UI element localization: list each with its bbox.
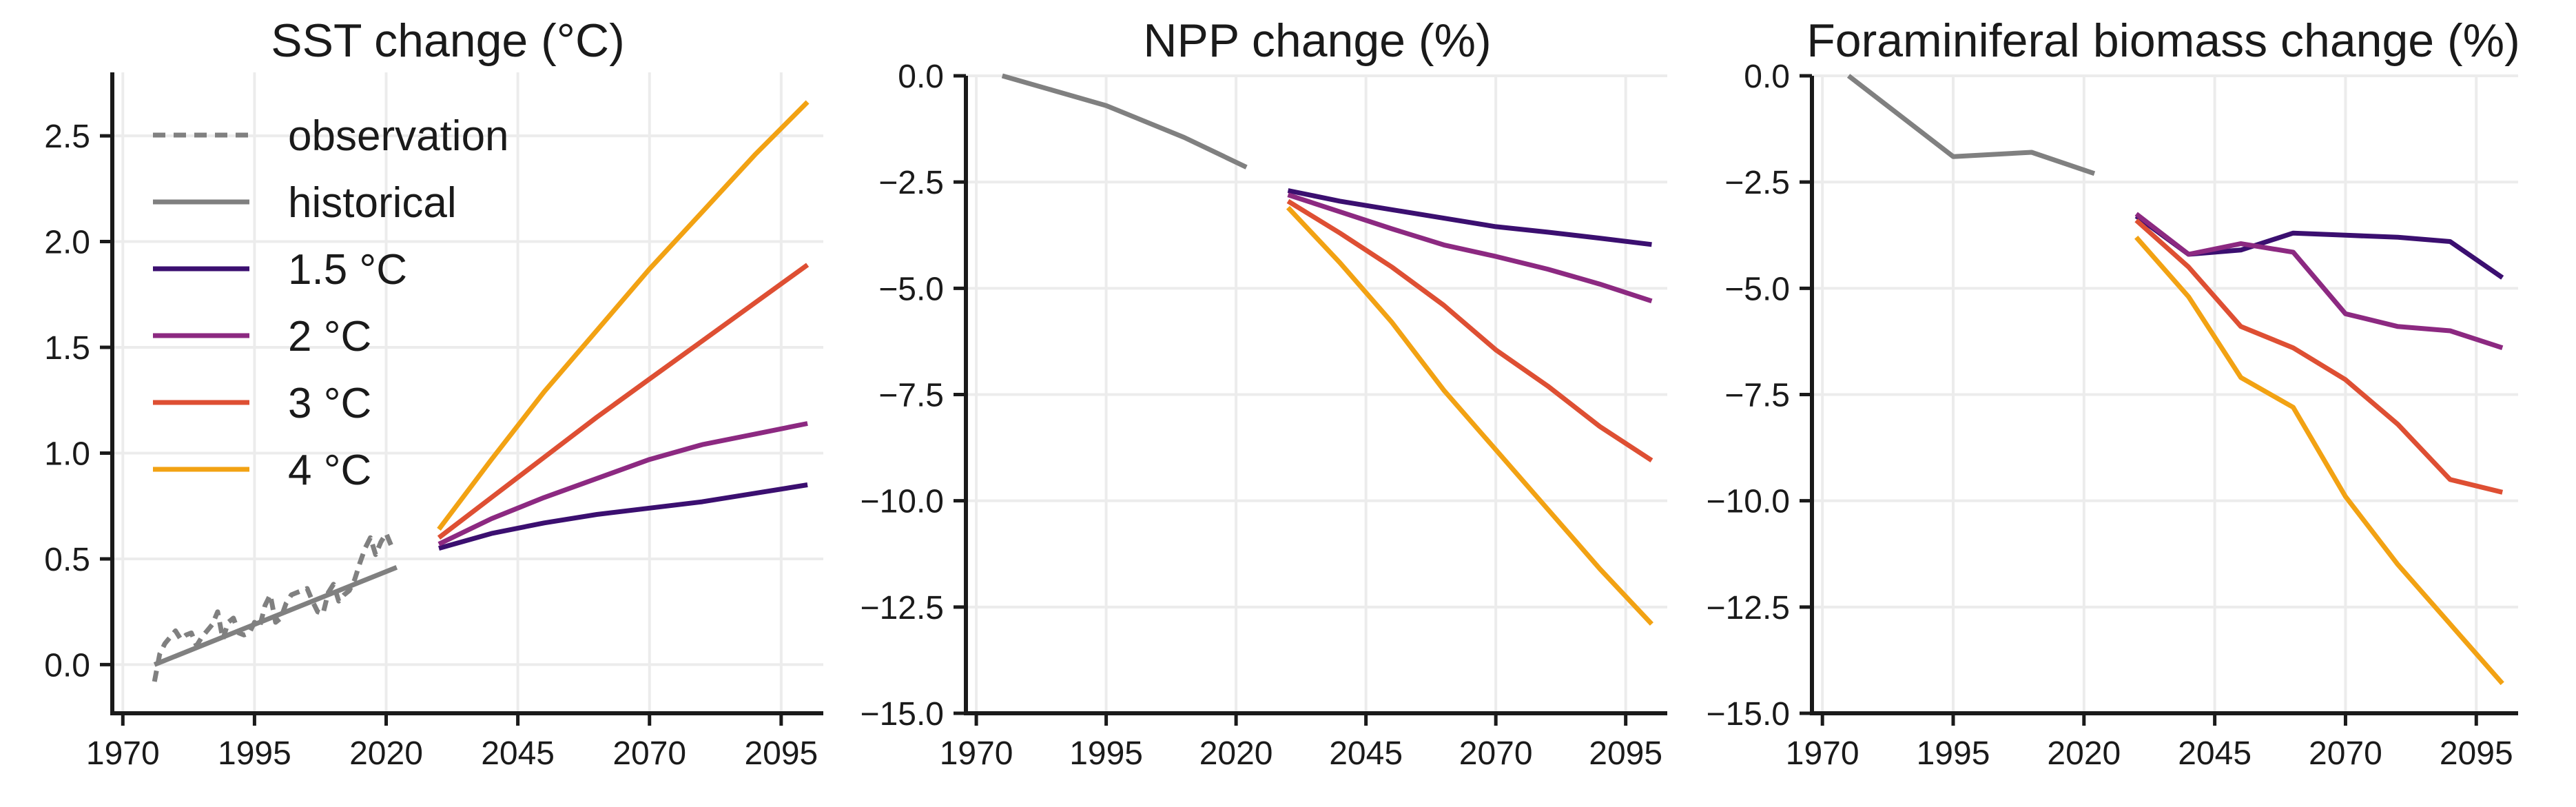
sst-y-tick-label: 0.0	[44, 647, 90, 684]
foram-y-tick-label: −7.5	[1724, 378, 1790, 414]
foram-x-tick-label: 2020	[2047, 735, 2121, 772]
npp-y-tick-label: −12.5	[861, 590, 944, 626]
foram-series-s2-line	[2134, 212, 2504, 351]
sst-y-tick-label: 1.0	[44, 436, 90, 472]
npp-series-historical-line	[1001, 73, 1248, 170]
npp-series-s15-line	[1287, 188, 1652, 247]
sst-x-tick-label: 2095	[744, 735, 818, 772]
foram-series-historical-line	[1846, 74, 2096, 176]
sst-x-tick-label: 2045	[481, 735, 555, 772]
foram-y-tick-label: 0.0	[1744, 59, 1790, 95]
foraminiferal-biomass-panel: Foraminiferal biomass change (%) 1970 199…	[1707, 14, 2520, 772]
legend-label-s4: 4 °C	[288, 447, 371, 494]
foram-series-s3-line	[2134, 218, 2504, 495]
npp-y-tick-label: −2.5	[878, 165, 944, 201]
npp-x-tick-label: 1995	[1069, 735, 1143, 772]
sst-y-tick-label: 1.5	[44, 330, 90, 367]
sst-y-tick-label: 0.5	[44, 542, 90, 578]
foram-y-tick-label: −2.5	[1724, 165, 1790, 201]
sst-series-s4-line	[437, 100, 810, 531]
npp-panel-title: NPP change (%)	[1143, 14, 1491, 67]
sst-series-historical-line	[153, 564, 398, 667]
npp-series-s2-line	[1287, 192, 1653, 304]
legend: observation historical 1.5 °C 2 °C 3 °C 4 °C	[153, 112, 509, 494]
npp-x-tick-label: 1970	[940, 735, 1013, 772]
sst-x-tick-label: 2020	[349, 735, 423, 772]
npp-x-tick-label: 2070	[1459, 735, 1533, 772]
npp-y-tick-label: −10.0	[861, 484, 944, 520]
sst-x-tick-label: 1970	[86, 735, 160, 772]
foram-series-s4-line	[2134, 235, 2504, 686]
foram-panel-title: Foraminiferal biomass change (%)	[1806, 14, 2520, 67]
npp-series-s3-line	[1286, 198, 1653, 463]
foram-x-tick-label: 1970	[1786, 735, 1859, 772]
sst-series-s15-line	[438, 482, 808, 551]
sst-y-tick-label: 2.5	[44, 119, 90, 155]
npp-y-tick-label: −15.0	[861, 696, 944, 733]
npp-x-tick-label: 2020	[1199, 735, 1273, 772]
foram-x-tick-label: 1995	[1917, 735, 1990, 772]
foram-y-tick-label: −5.0	[1724, 271, 1790, 307]
sst-series-s2-line	[437, 421, 808, 546]
npp-y-tick-label: −5.0	[878, 271, 944, 307]
legend-label-observation: observation	[288, 112, 509, 160]
foram-y-tick-label: −10.0	[1707, 484, 1790, 520]
npp-x-tick-label: 2095	[1589, 735, 1662, 772]
sst-x-tick-label: 1995	[218, 735, 291, 772]
sst-change-panel: SST change (°C) 1970 1995 2020 2045 2070 2095…	[44, 14, 823, 772]
legend-label-s3: 3 °C	[288, 380, 371, 427]
legend-label-s15: 1.5 °C	[288, 246, 407, 294]
sst-panel-title: SST change (°C)	[271, 14, 625, 67]
foram-x-tick-label: 2095	[2440, 735, 2513, 772]
foram-x-tick-label: 2045	[2178, 735, 2252, 772]
sst-series-observation-line	[152, 531, 394, 682]
foram-x-tick-label: 2070	[2309, 735, 2382, 772]
npp-series-s4-line	[1286, 205, 1653, 626]
foram-y-tick-label: −12.5	[1707, 590, 1790, 626]
sst-y-tick-label: 2.0	[44, 225, 90, 261]
foram-y-tick-label: −15.0	[1707, 696, 1790, 733]
npp-change-panel: NPP change (%) 1970 1995 2020 2045 2070 2095 0…	[861, 14, 1667, 772]
sst-series-s3-line	[437, 263, 810, 540]
legend-label-historical: historical	[288, 179, 457, 227]
npp-x-tick-label: 2045	[1329, 735, 1403, 772]
legend-label-s2: 2 °C	[288, 313, 371, 360]
npp-y-tick-label: 0.0	[898, 59, 944, 95]
npp-y-tick-label: −7.5	[878, 378, 944, 414]
sst-x-tick-label: 2070	[612, 735, 686, 772]
